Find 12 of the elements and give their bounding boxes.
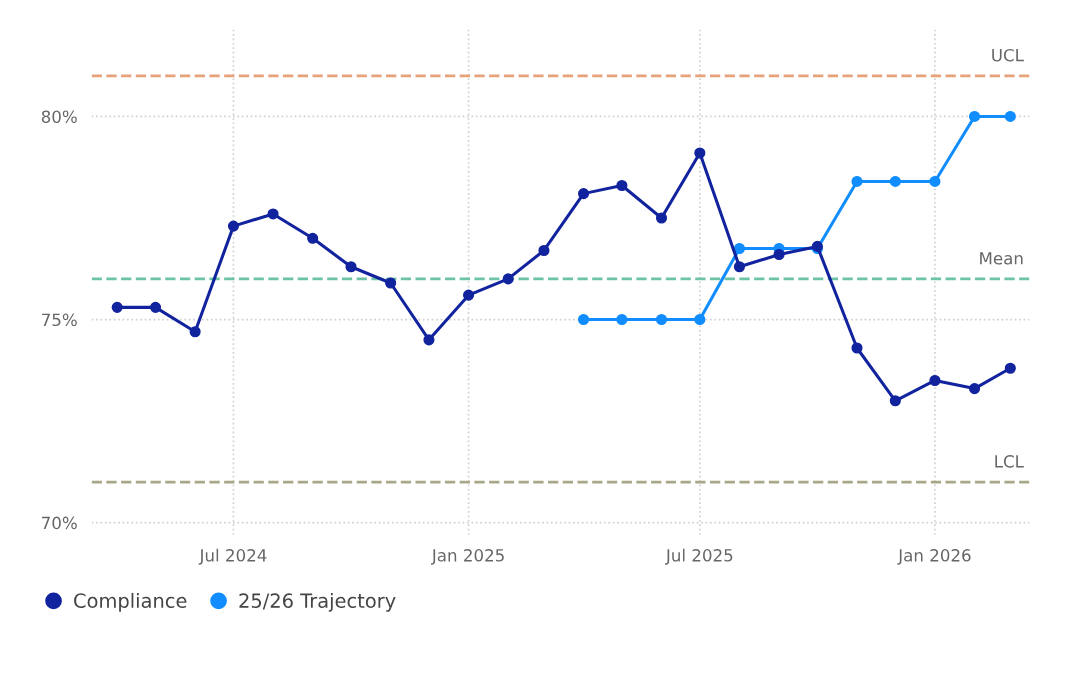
x-tick-label: Jan 2026 [897, 549, 971, 565]
x-tick-label: Jul 2025 [665, 548, 733, 565]
y-tick-label: 80% [41, 110, 77, 124]
legend-label: 25/26 Trajectory [239, 592, 396, 612]
x-tick-label: Jan 2025 [431, 549, 504, 565]
y-tick-label: 70% [42, 516, 77, 530]
y-tick-label: 75% [42, 313, 77, 327]
ref-line-label: UCL [992, 48, 1024, 62]
x-tick-label: Jul 2024 [198, 548, 267, 565]
ref-line-label: Mean [980, 252, 1023, 265]
legend-label: Compliance [74, 592, 187, 612]
ref-line-label: LCL [995, 455, 1024, 468]
